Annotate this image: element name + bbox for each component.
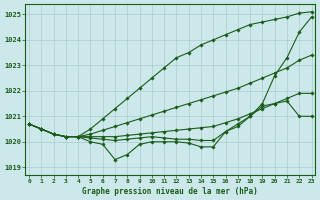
X-axis label: Graphe pression niveau de la mer (hPa): Graphe pression niveau de la mer (hPa) [83, 187, 258, 196]
